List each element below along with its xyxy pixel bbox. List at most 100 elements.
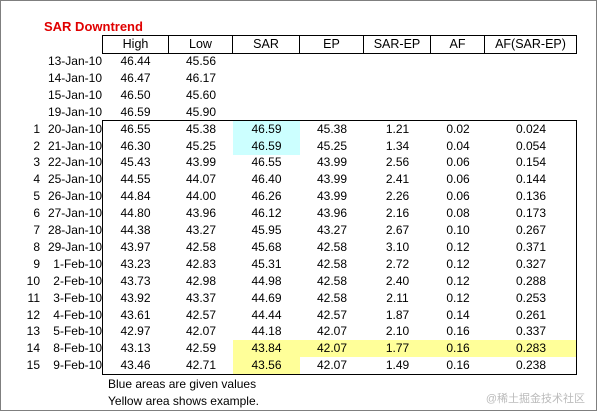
row-index[interactable]: 7: [33, 223, 40, 237]
header-low[interactable]: Low: [169, 35, 233, 54]
cell-ep[interactable]: 43.99: [316, 155, 348, 170]
cell-low[interactable]: 42.98: [185, 273, 217, 288]
cell-high[interactable]: 43.73: [120, 273, 151, 288]
cell-sar-ep[interactable]: 2.41: [385, 172, 410, 187]
cell-date[interactable]: 5-Feb-10: [53, 324, 102, 339]
cell-sar-ep[interactable]: 1.87: [385, 307, 410, 322]
cell-af-sar-ep[interactable]: 0.054: [515, 138, 547, 153]
cell-low[interactable]: 42.71: [185, 358, 217, 373]
row-index[interactable]: 5: [33, 189, 40, 204]
cell-ep[interactable]: 42.07: [300, 340, 364, 358]
cell-date[interactable]: 3-Feb-10: [53, 290, 102, 305]
cell-ep[interactable]: 42.58: [316, 239, 348, 254]
cell-af[interactable]: 0.04: [446, 138, 470, 153]
cell-high[interactable]: 46.50: [120, 87, 151, 102]
cell-af-sar-ep[interactable]: 0.283: [485, 340, 577, 358]
cell-ep[interactable]: 43.99: [316, 189, 348, 204]
cell-low[interactable]: 46.17: [185, 70, 217, 85]
header-ep[interactable]: EP: [300, 35, 364, 54]
cell-ep[interactable]: 43.96: [316, 206, 348, 221]
cell-low[interactable]: 45.25: [185, 138, 217, 153]
cell-low[interactable]: 45.60: [185, 87, 217, 102]
cell-af-sar-ep[interactable]: 0.238: [515, 358, 547, 373]
cell-af-sar-ep[interactable]: 0.136: [515, 189, 547, 204]
cell-high[interactable]: 43.13: [120, 341, 151, 356]
cell-sar[interactable]: 46.55: [251, 155, 282, 170]
cell-low[interactable]: 45.90: [185, 104, 217, 119]
cell-ep[interactable]: 42.58: [316, 290, 348, 305]
cell-sar-ep[interactable]: 2.11: [386, 290, 409, 305]
cell-date[interactable]: 2-Feb-10: [53, 273, 102, 288]
cell-sar[interactable]: 45.95: [251, 223, 282, 237]
cell-af-sar-ep[interactable]: 0.371: [515, 239, 547, 254]
cell-sar-ep[interactable]: 2.16: [385, 206, 410, 221]
cell-date[interactable]: 9-Feb-10: [53, 358, 102, 373]
cell-ep[interactable]: 42.58: [316, 256, 348, 271]
cell-high[interactable]: 43.92: [120, 290, 151, 305]
cell-date[interactable]: 26-Jan-10: [47, 189, 102, 204]
cell-ep[interactable]: 43.27: [316, 223, 348, 237]
cell-low[interactable]: 42.83: [185, 256, 217, 271]
cell-ep[interactable]: 45.38: [316, 121, 348, 136]
cell-high[interactable]: 46.55: [120, 121, 151, 136]
cell-date[interactable]: 8-Feb-10: [53, 341, 102, 356]
cell-low[interactable]: 42.59: [185, 341, 217, 356]
row-index[interactable]: 4: [33, 172, 40, 187]
cell-af-sar-ep[interactable]: 0.253: [515, 290, 547, 305]
cell-sar[interactable]: 46.59: [233, 137, 300, 155]
row-index[interactable]: 13: [26, 324, 40, 339]
cell-high[interactable]: 43.61: [120, 307, 151, 322]
cell-date[interactable]: 20-Jan-10: [47, 121, 102, 136]
cell-sar[interactable]: 45.31: [251, 256, 282, 271]
cell-date[interactable]: 1-Feb-10: [53, 256, 102, 271]
row-index[interactable]: 6: [33, 206, 40, 221]
cell-high[interactable]: 46.59: [120, 104, 151, 119]
cell-sar-ep[interactable]: 1.77: [364, 340, 431, 358]
cell-af[interactable]: 0.16: [446, 324, 470, 339]
cell-af[interactable]: 0.12: [446, 290, 470, 305]
cell-af[interactable]: 0.06: [446, 172, 470, 187]
cell-af-sar-ep[interactable]: 0.173: [515, 206, 547, 221]
row-index[interactable]: 12: [26, 307, 40, 322]
cell-ep[interactable]: 45.25: [316, 138, 348, 153]
cell-date[interactable]: 27-Jan-10: [47, 206, 102, 221]
row-index[interactable]: 3: [33, 155, 40, 170]
cell-af[interactable]: 0.12: [446, 239, 470, 254]
cell-high[interactable]: 44.80: [120, 206, 151, 221]
cell-ep[interactable]: 42.58: [316, 273, 348, 288]
header-sar[interactable]: SAR: [233, 35, 300, 54]
cell-low[interactable]: 43.96: [185, 206, 217, 221]
cell-af[interactable]: 0.14: [446, 307, 470, 322]
row-index[interactable]: 10: [26, 273, 40, 288]
cell-date[interactable]: 25-Jan-10: [47, 172, 102, 187]
cell-high[interactable]: 44.84: [120, 189, 151, 204]
header-af[interactable]: AF: [431, 35, 485, 54]
cell-sar[interactable]: 46.40: [251, 172, 282, 187]
cell-high[interactable]: 46.30: [120, 138, 151, 153]
header-af-sar-ep[interactable]: AF(SAR-EP): [485, 35, 577, 54]
cell-af[interactable]: 0.12: [446, 256, 470, 271]
row-index[interactable]: 8: [33, 239, 40, 254]
cell-high[interactable]: 44.38: [120, 223, 151, 237]
cell-sar[interactable]: 46.59: [233, 120, 300, 138]
header-high[interactable]: High: [102, 35, 169, 54]
row-index[interactable]: 11: [27, 290, 40, 305]
cell-low[interactable]: 42.57: [185, 307, 217, 322]
row-index[interactable]: 14: [26, 341, 40, 356]
cell-date[interactable]: 28-Jan-10: [47, 223, 102, 237]
cell-high[interactable]: 46.44: [120, 54, 151, 68]
cell-date[interactable]: 15-Jan-10: [47, 87, 102, 102]
cell-af[interactable]: 0.02: [446, 121, 470, 136]
cell-sar-ep[interactable]: 1.21: [385, 121, 410, 136]
cell-sar-ep[interactable]: 2.56: [385, 155, 410, 170]
cell-sar-ep[interactable]: 1.34: [385, 138, 410, 153]
cell-ep[interactable]: 42.07: [316, 358, 348, 373]
cell-sar[interactable]: 46.26: [251, 189, 282, 204]
cell-sar-ep[interactable]: 2.10: [385, 324, 410, 339]
cell-af-sar-ep[interactable]: 0.327: [515, 256, 547, 271]
cell-sar[interactable]: 43.84: [233, 340, 300, 358]
cell-sar[interactable]: 44.69: [251, 290, 282, 305]
cell-sar-ep[interactable]: 1.49: [385, 358, 410, 373]
row-index[interactable]: 9: [33, 256, 40, 271]
cell-date[interactable]: 21-Jan-10: [47, 138, 102, 153]
